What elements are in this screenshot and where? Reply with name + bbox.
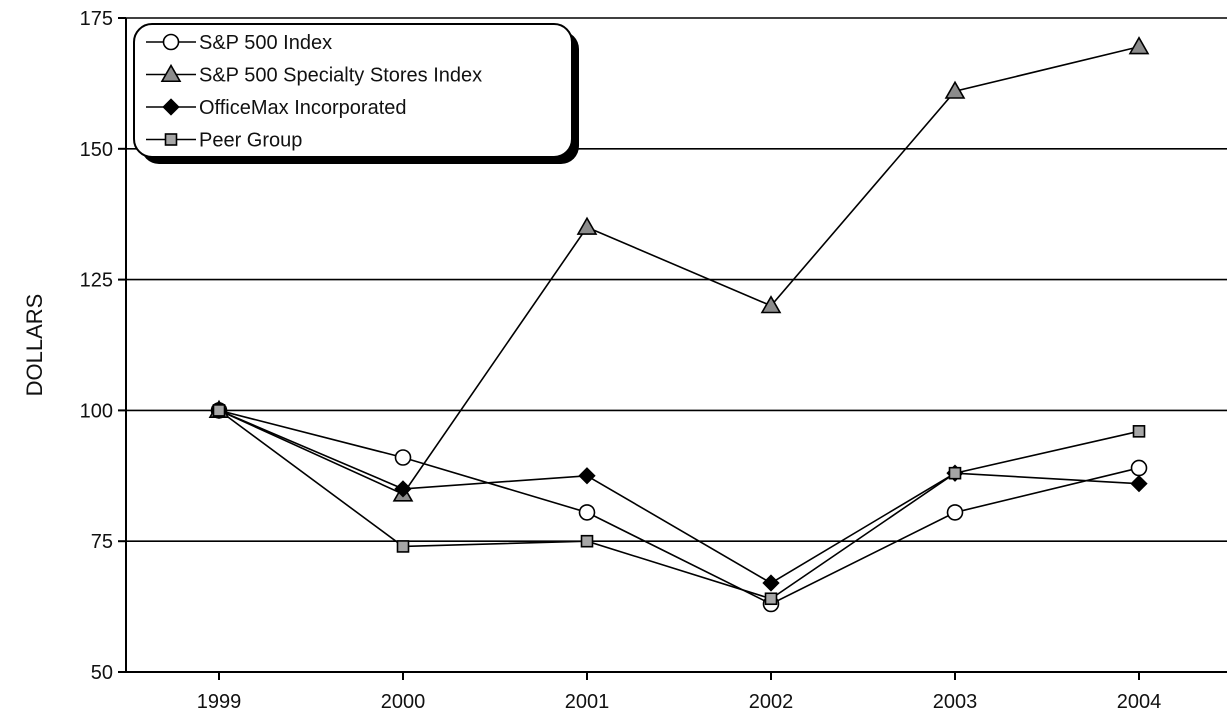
- peer-group-point: [580, 534, 594, 548]
- s-p-500-index-point: [946, 504, 964, 521]
- legend: S&P 500 Index S&P 500 Specialty Stores In…: [133, 23, 579, 164]
- x-tick-label: 2001: [565, 691, 610, 713]
- series-group: [208, 36, 1150, 613]
- legend-box: [133, 23, 573, 158]
- legend-label: OfficeMax Incorporated: [199, 97, 407, 119]
- x-tick-label: 1999: [197, 691, 242, 713]
- s-p-500-specialty-stores-index-point: [1128, 36, 1150, 55]
- x-tick-label: 2003: [933, 691, 978, 713]
- peer-group-point: [1132, 425, 1146, 438]
- y-tick-label: 75: [91, 531, 113, 553]
- x-tick-label: 2002: [749, 691, 794, 713]
- y-tick-label: 125: [80, 270, 113, 292]
- legend-marker: [162, 33, 180, 51]
- legend-label: S&P 500 Specialty Stores Index: [199, 65, 482, 87]
- legend-marker: [160, 63, 182, 83]
- legend-marker: [164, 133, 178, 146]
- s-p-500-index-line: [218, 409, 1140, 605]
- y-tick-label: 150: [80, 139, 113, 161]
- legend-label: S&P 500 Index: [199, 32, 332, 54]
- x-tick-label: 2004: [1117, 691, 1162, 713]
- y-tick-labels: 50 75 100 125 150 175: [80, 8, 126, 684]
- s-p-500-index-point: [1130, 459, 1148, 477]
- y-axis-label: DOLLARS: [22, 294, 47, 397]
- officemax-incorporated-point: [394, 480, 412, 498]
- y-tick-label: 100: [80, 400, 113, 422]
- s-p-500-specialty-stores-index-point: [760, 295, 782, 314]
- peer-group-point: [212, 404, 226, 417]
- officemax-incorporated-line: [218, 409, 1140, 584]
- s-p-500-index-point: [578, 504, 596, 521]
- officemax-incorporated-point: [762, 574, 780, 592]
- peer-group-point: [948, 466, 962, 480]
- s-p-500-index-point: [394, 449, 412, 466]
- x-tick-labels: 1999 2000 2001 2002 2003 2004: [197, 672, 1162, 713]
- s-p-500-specialty-stores-index-point: [944, 80, 966, 99]
- legend-marker: [162, 98, 180, 116]
- officemax-incorporated-point: [578, 467, 596, 485]
- grid-lines: [126, 148, 1227, 543]
- y-tick-label: 175: [80, 8, 113, 30]
- s-p-500-specialty-stores-index-line: [218, 45, 1140, 496]
- axes: [125, 17, 1227, 673]
- y-tick-label: 50: [91, 662, 113, 684]
- legend-label: Peer Group: [199, 130, 302, 152]
- peer-group-line: [218, 409, 1140, 600]
- officemax-incorporated-point: [1130, 475, 1148, 493]
- s-p-500-specialty-stores-index-point: [576, 216, 598, 235]
- x-tick-label: 2000: [381, 691, 426, 713]
- peer-group-point: [764, 592, 778, 606]
- peer-group-point: [396, 540, 410, 553]
